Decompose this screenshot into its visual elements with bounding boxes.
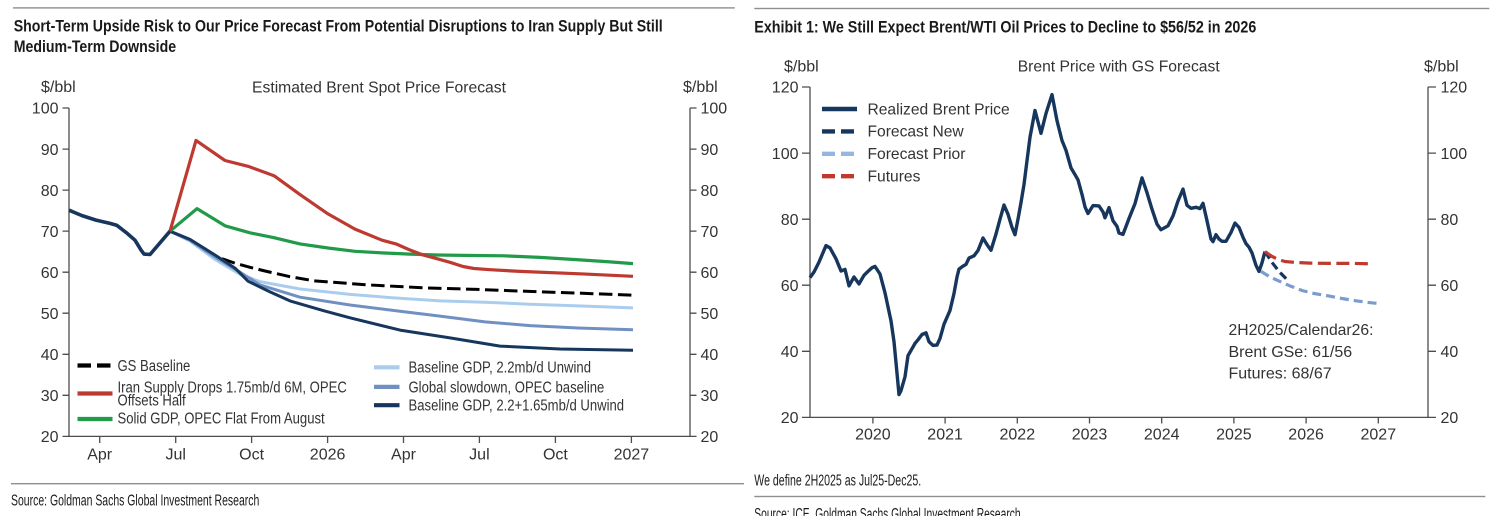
svg-text:Medium-Term Downside: Medium-Term Downside <box>14 37 176 56</box>
svg-text:Global slowdown, OPEC baseline: Global slowdown, OPEC baseline <box>409 379 605 396</box>
svg-text:50: 50 <box>41 306 59 323</box>
svg-text:20: 20 <box>781 410 799 427</box>
svg-text:Baseline GDP, 2.2+1.65mb/d Unw: Baseline GDP, 2.2+1.65mb/d Unwind <box>409 398 625 415</box>
svg-text:2027: 2027 <box>1361 427 1397 444</box>
svg-text:Brent Price with GS Forecast: Brent Price with GS Forecast <box>1018 59 1221 76</box>
svg-text:GS Baseline: GS Baseline <box>118 358 191 375</box>
svg-text:Solid GDP, OPEC Flat From Augu: Solid GDP, OPEC Flat From August <box>118 411 326 428</box>
svg-text:100: 100 <box>701 101 728 118</box>
svg-text:2023: 2023 <box>1072 427 1108 444</box>
svg-text:40: 40 <box>1441 344 1459 361</box>
svg-text:$/bbl: $/bbl <box>41 79 76 96</box>
svg-text:20: 20 <box>701 429 719 446</box>
svg-text:Jul: Jul <box>469 447 489 464</box>
svg-text:Futures: Futures <box>868 169 921 186</box>
svg-text:2021: 2021 <box>927 427 963 444</box>
svg-text:60: 60 <box>701 265 719 282</box>
svg-text:Brent GSe: 61/56: Brent GSe: 61/56 <box>1229 344 1353 361</box>
svg-text:Source: Goldman Sachs Global I: Source: Goldman Sachs Global Investment … <box>11 492 259 509</box>
svg-text:90: 90 <box>41 142 59 159</box>
svg-text:40: 40 <box>41 347 59 364</box>
svg-text:2026: 2026 <box>1288 427 1324 444</box>
svg-text:Baseline GDP, 2.2mb/d Unwind: Baseline GDP, 2.2mb/d Unwind <box>409 360 592 377</box>
svg-text:100: 100 <box>32 101 59 118</box>
svg-text:We define 2H2025 as Jul25-Dec2: We define 2H2025 as Jul25-Dec25. <box>754 473 921 490</box>
svg-text:90: 90 <box>701 142 719 159</box>
svg-text:80: 80 <box>701 183 719 200</box>
svg-text:120: 120 <box>1441 80 1468 97</box>
svg-text:$/bbl: $/bbl <box>1424 59 1459 76</box>
svg-text:Short-Term Upside Risk to Our: Short-Term Upside Risk to Our Price Fore… <box>14 17 663 36</box>
svg-text:60: 60 <box>781 278 799 295</box>
svg-text:60: 60 <box>41 265 59 282</box>
svg-text:40: 40 <box>781 344 799 361</box>
svg-text:80: 80 <box>1441 212 1459 229</box>
svg-text:2022: 2022 <box>1000 427 1036 444</box>
svg-text:40: 40 <box>701 347 719 364</box>
svg-text:Forecast Prior: Forecast Prior <box>868 146 966 163</box>
svg-text:50: 50 <box>701 306 719 323</box>
svg-text:Jul: Jul <box>165 447 185 464</box>
svg-text:20: 20 <box>41 429 59 446</box>
svg-text:2025: 2025 <box>1216 427 1252 444</box>
svg-text:2026: 2026 <box>310 447 346 464</box>
svg-text:Oct: Oct <box>239 447 264 464</box>
svg-text:Source: ICE, Goldman Sachs Glo: Source: ICE, Goldman Sachs Global Invest… <box>754 506 1020 516</box>
svg-text:80: 80 <box>781 212 799 229</box>
svg-text:Iran Supply Drops 1.75mb/d 6M,: Iran Supply Drops 1.75mb/d 6M, OPEC <box>118 379 347 396</box>
svg-text:Oct: Oct <box>543 447 568 464</box>
svg-text:30: 30 <box>701 388 719 405</box>
svg-text:120: 120 <box>772 80 799 97</box>
svg-text:70: 70 <box>41 224 59 241</box>
svg-text:20: 20 <box>1441 410 1459 427</box>
svg-text:80: 80 <box>41 183 59 200</box>
svg-text:2H2025/Calendar26:: 2H2025/Calendar26: <box>1229 322 1374 339</box>
svg-text:$/bbl: $/bbl <box>784 59 819 76</box>
svg-text:70: 70 <box>701 224 719 241</box>
svg-text:Apr: Apr <box>87 447 113 464</box>
svg-text:100: 100 <box>772 146 799 163</box>
svg-text:Forecast New: Forecast New <box>868 124 965 141</box>
svg-text:30: 30 <box>41 388 59 405</box>
svg-text:Exhibit 1: We Still Expect Bre: Exhibit 1: We Still Expect Brent/WTI Oil… <box>754 17 1256 36</box>
svg-text:Estimated Brent Spot Price For: Estimated Brent Spot Price Forecast <box>252 80 507 97</box>
svg-text:2020: 2020 <box>855 427 891 444</box>
svg-text:$/bbl: $/bbl <box>683 79 718 96</box>
svg-text:60: 60 <box>1441 278 1459 295</box>
svg-text:Futures: 68/67: Futures: 68/67 <box>1229 366 1332 383</box>
svg-text:Apr: Apr <box>391 447 417 464</box>
svg-text:2024: 2024 <box>1144 427 1180 444</box>
svg-text:100: 100 <box>1441 146 1468 163</box>
svg-text:2027: 2027 <box>614 447 650 464</box>
svg-text:Offsets Half: Offsets Half <box>118 393 187 410</box>
svg-text:Realized Brent Price: Realized Brent Price <box>868 101 1010 118</box>
